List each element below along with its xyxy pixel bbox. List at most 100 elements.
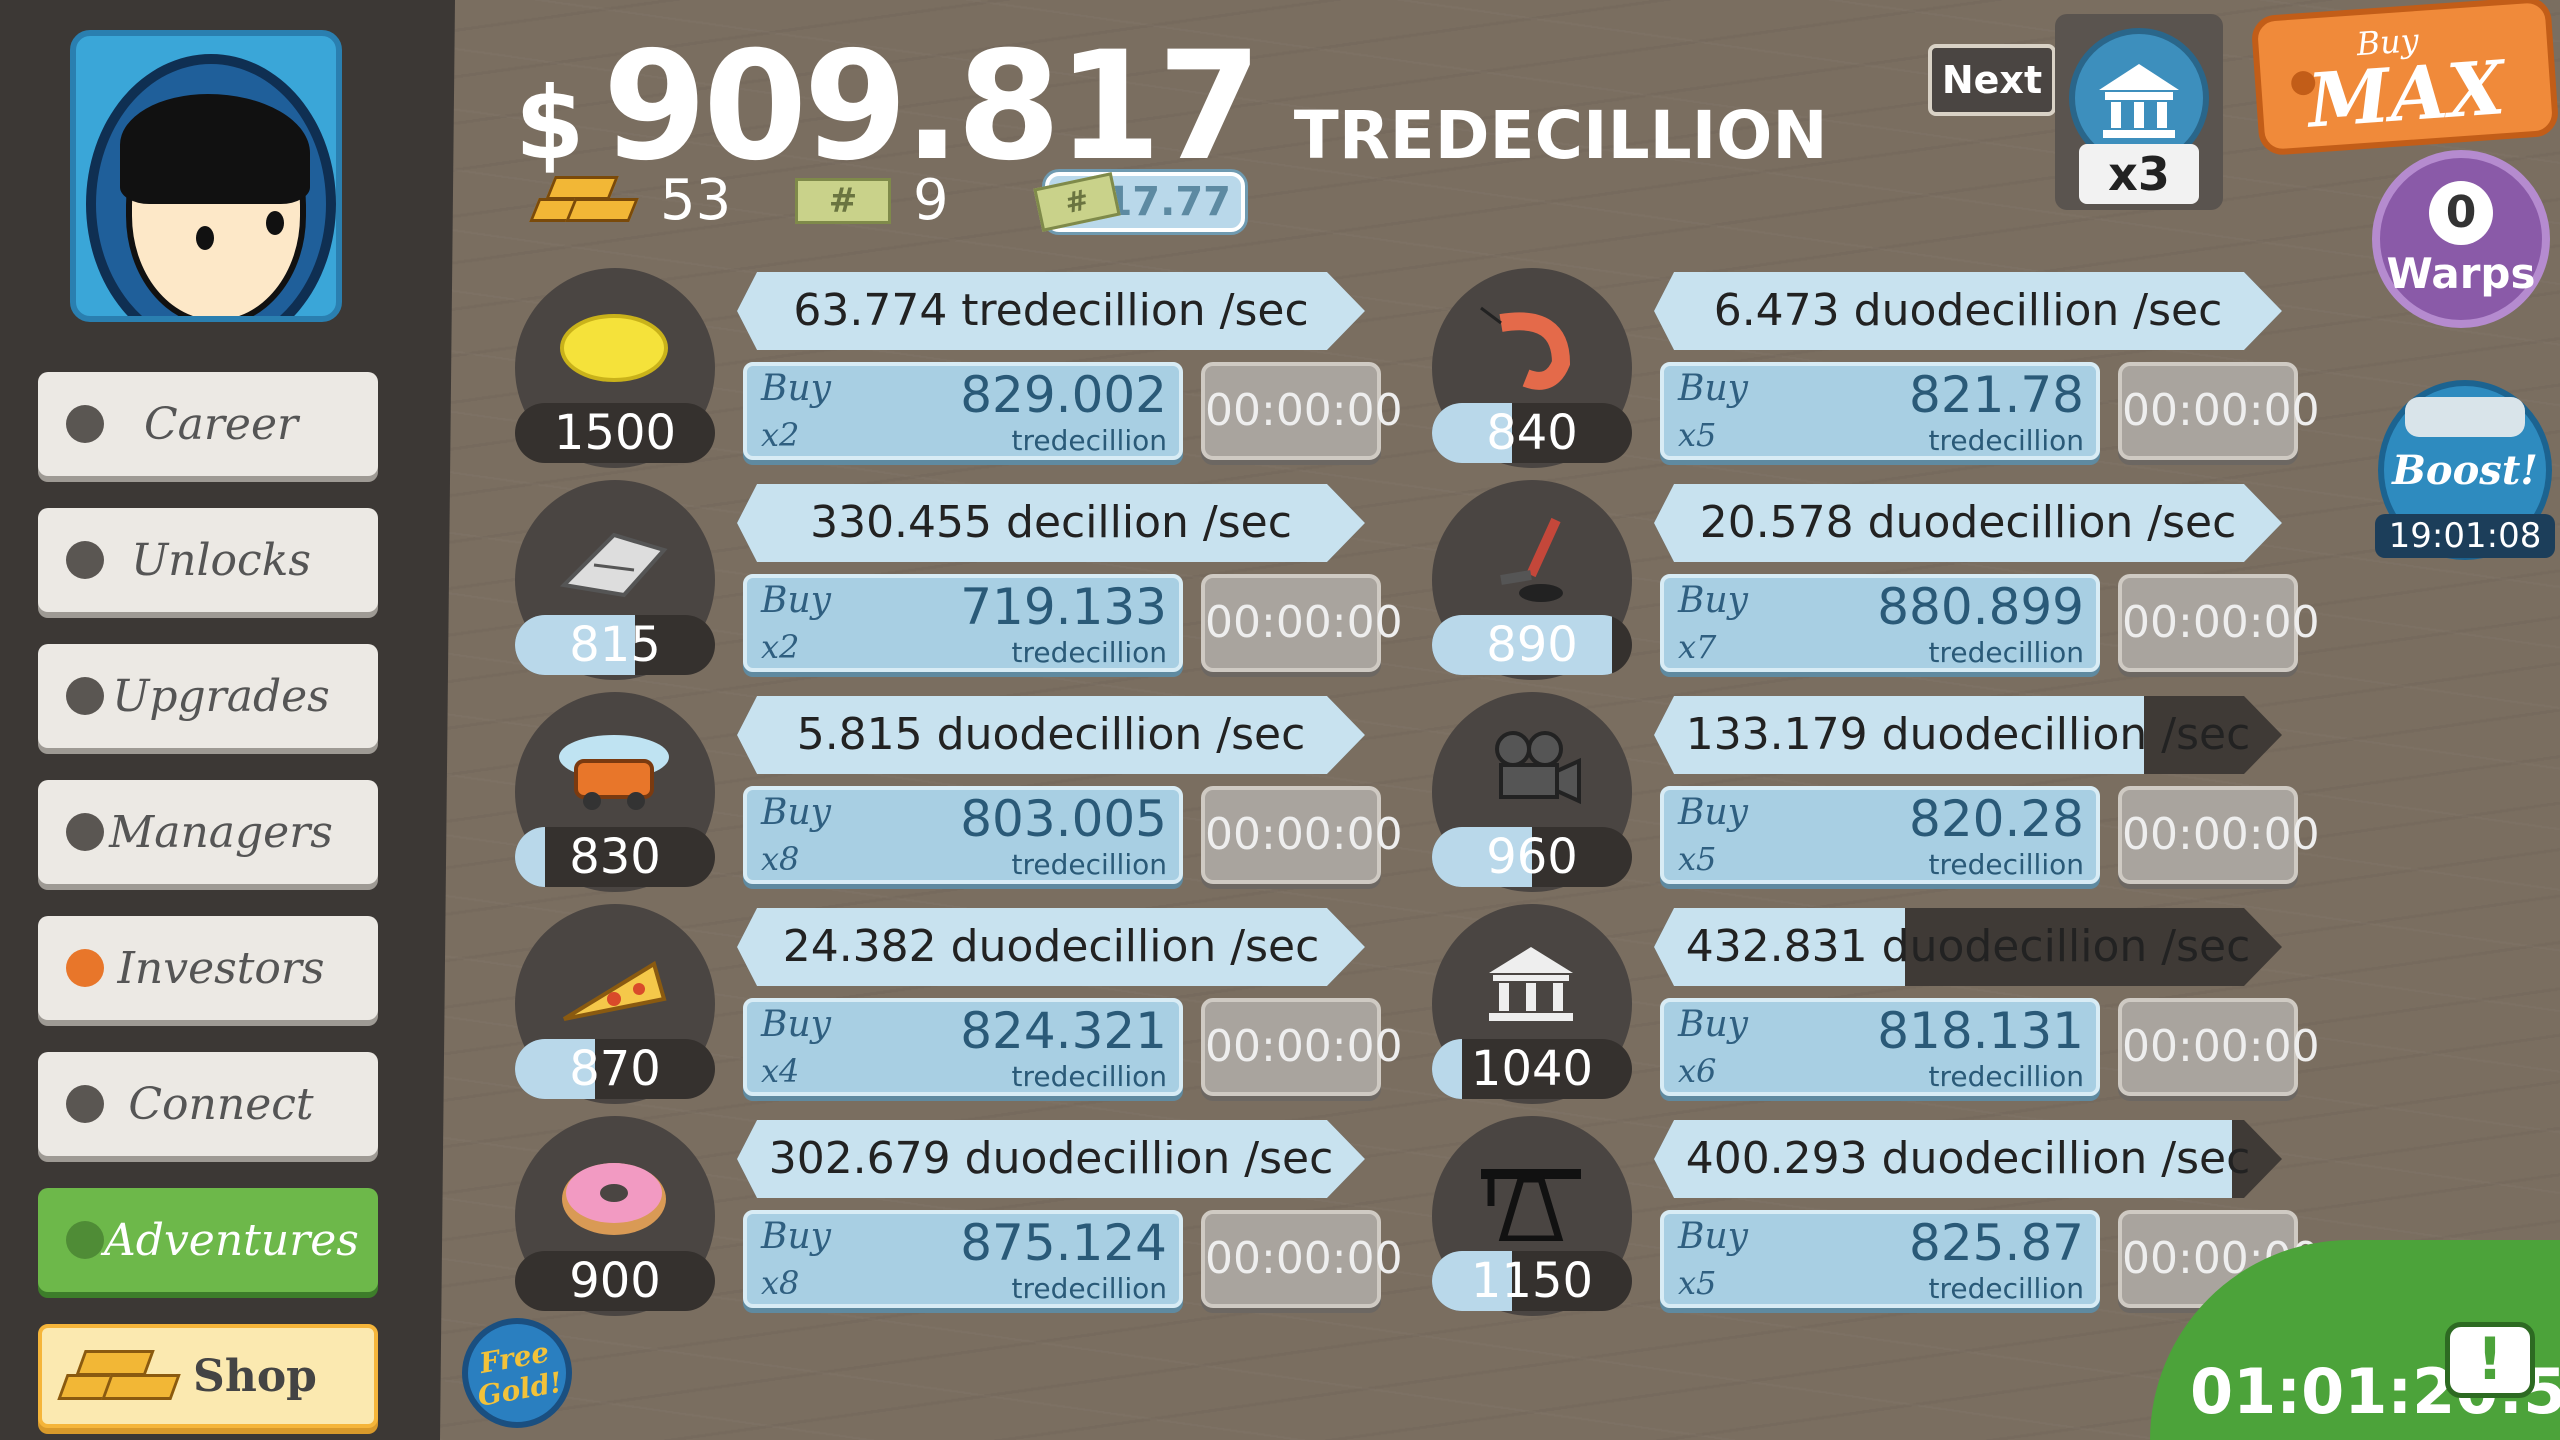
nav-label: Career xyxy=(143,398,299,450)
buy-business-button[interactable]: Buy x2 829.002 tredecillion xyxy=(743,362,1183,460)
revenue-progress-bar[interactable]: 24.382 duodecillion /sec xyxy=(737,908,1365,986)
buy-cost-value: 818.131 xyxy=(1877,1002,2084,1060)
buy-business-button[interactable]: Buy x8 875.124 tredecillion xyxy=(743,1210,1183,1308)
buy-business-button[interactable]: Buy x6 818.131 tredecillion xyxy=(1660,998,2100,1096)
business-count-value: 1500 xyxy=(553,405,677,461)
nav-indicator-dot xyxy=(66,813,104,851)
business-row: 870 24.382 duodecillion /sec Buy x4 824.321 t… xyxy=(515,904,1415,1104)
revenue-progress-bar[interactable]: 432.831 duodecillion /sec xyxy=(1654,908,2282,986)
revenue-progress-bar[interactable]: 133.179 duodecillion /sec xyxy=(1654,696,2282,774)
revenue-rate: 133.179 duodecillion /sec xyxy=(1685,709,2251,760)
revenue-progress-fill xyxy=(737,272,1365,350)
buy-multiplier: x8 xyxy=(761,1264,800,1302)
buy-business-button[interactable]: Buy x5 821.78 tredecillion xyxy=(1660,362,2100,460)
nav-investors-button[interactable]: Investors xyxy=(38,916,378,1020)
buy-multiplier: x5 xyxy=(1678,840,1717,878)
warps-button[interactable]: 0 Warps xyxy=(2372,150,2550,328)
business-count: 890 xyxy=(1432,615,1632,675)
buy-cost-unit: tredecillion xyxy=(1928,848,2085,881)
nav-shop-button[interactable]: Shop xyxy=(38,1324,378,1428)
buy-label: Buy xyxy=(761,1004,831,1045)
next-unlock-medal[interactable]: x3 xyxy=(2055,14,2223,210)
revenue-progress-fill xyxy=(1654,908,1906,986)
nav-label: Shop xyxy=(193,1350,317,1402)
hockey-icon xyxy=(1466,510,1596,610)
revenue-progress-fill xyxy=(737,908,1365,986)
revenue-progress-bar[interactable]: 6.473 duodecillion /sec xyxy=(1654,272,2282,350)
nav-upgrades-button[interactable]: Upgrades xyxy=(38,644,378,748)
buy-business-button[interactable]: Buy x7 880.899 tredecillion xyxy=(1660,574,2100,672)
free-gold-button[interactable]: Free Gold! xyxy=(453,1309,581,1437)
business-count-value: 1040 xyxy=(1470,1041,1594,1097)
nav-unlocks-button[interactable]: Unlocks xyxy=(38,508,378,612)
milestone-progress-bar xyxy=(515,827,545,887)
buy-label: Buy xyxy=(761,368,831,409)
sidebar: Career Unlocks Upgrades Managers Investors Co… xyxy=(0,0,455,1440)
business-row: 960 133.179 duodecillion /sec Buy x5 820.28 t… xyxy=(1432,692,2332,892)
buy-cost-unit: tredecillion xyxy=(1011,1272,1168,1305)
business-count: 815 xyxy=(515,615,715,675)
buy-multiplier: x6 xyxy=(1678,1052,1717,1090)
revenue-progress-bar[interactable]: 330.455 decillion /sec xyxy=(737,484,1365,562)
revenue-progress-bar[interactable]: 302.679 duodecillion /sec xyxy=(737,1120,1365,1198)
buy-cost-unit: tredecillion xyxy=(1011,636,1168,669)
bank-icon xyxy=(1466,934,1596,1034)
buy-business-button[interactable]: Buy x4 824.321 tredecillion xyxy=(743,998,1183,1096)
nav-label: Upgrades xyxy=(112,670,330,722)
revenue-progress-bar[interactable]: 400.293 duodecillion /sec xyxy=(1654,1120,2282,1198)
revenue-rate: 6.473 duodecillion /sec xyxy=(1713,285,2223,336)
buy-cost-value: 880.899 xyxy=(1877,578,2084,636)
milestone-progress-bar xyxy=(1432,615,1612,675)
buy-cost-value: 820.28 xyxy=(1909,790,2084,848)
warps-count: 0 xyxy=(2429,180,2493,245)
nav-managers-button[interactable]: Managers xyxy=(38,780,378,884)
next-unlock-button[interactable]: Next xyxy=(1928,44,2056,116)
buy-label: Buy xyxy=(1678,1216,1748,1257)
business-count: 840 xyxy=(1432,403,1632,463)
pizza-icon xyxy=(549,934,679,1034)
revenue-progress-bar[interactable]: 63.774 tredecillion /sec xyxy=(737,272,1365,350)
buy-max-button[interactable]: Buy MAX xyxy=(2250,0,2560,157)
buy-multiplier: x4 xyxy=(761,1052,800,1090)
business-count-value: 870 xyxy=(569,1041,661,1097)
nav-label: Managers xyxy=(109,806,333,858)
buy-business-button[interactable]: Buy x5 820.28 tredecillion xyxy=(1660,786,2100,884)
business-count-value: 960 xyxy=(1486,829,1578,885)
buy-label: Buy xyxy=(1678,580,1748,621)
revenue-rate: 5.815 duodecillion /sec xyxy=(796,709,1306,760)
revenue-rate: 330.455 decillion /sec xyxy=(810,497,1292,548)
ticket-icon: # xyxy=(795,177,891,224)
revenue-progress-fill xyxy=(1654,484,2282,562)
gold-count: 53 xyxy=(660,168,732,233)
nav-label: Investors xyxy=(117,942,325,994)
business-count: 1150 xyxy=(1432,1251,1632,1311)
buy-business-button[interactable]: Buy x5 825.87 tredecillion xyxy=(1660,1210,2100,1308)
milestone-progress-bar xyxy=(1432,827,1532,887)
milestone-progress-bar xyxy=(515,1039,595,1099)
player-avatar[interactable] xyxy=(70,30,342,322)
nav-connect-button[interactable]: Connect xyxy=(38,1052,378,1156)
shrimp-icon xyxy=(1466,298,1596,398)
warps-label: Warps xyxy=(2386,248,2536,298)
buy-multiplier: x7 xyxy=(1678,628,1717,666)
buy-cost-value: 803.005 xyxy=(960,790,1167,848)
business-row: 900 302.679 duodecillion /sec Buy x8 875.124… xyxy=(515,1116,1415,1316)
hair-graphic xyxy=(120,94,310,204)
business-timer: 00:00:00 xyxy=(1201,574,1403,672)
buy-business-button[interactable]: Buy x2 719.133 tredecillion xyxy=(743,574,1183,672)
buy-business-button[interactable]: Buy x8 803.005 tredecillion xyxy=(743,786,1183,884)
buy-cost-unit: tredecillion xyxy=(1928,636,2085,669)
revenue-progress-bar[interactable]: 5.815 duodecillion /sec xyxy=(737,696,1365,774)
nav-career-button[interactable]: Career xyxy=(38,372,378,476)
milestone-progress-bar xyxy=(1432,1251,1512,1311)
business-timer: 00:00:00 xyxy=(2118,786,2320,884)
business-count: 830 xyxy=(515,827,715,887)
nav-adventures-button[interactable]: Adventures xyxy=(38,1188,378,1292)
buy-cost-value: 875.124 xyxy=(960,1214,1167,1272)
revenue-progress-bar[interactable]: 20.578 duodecillion /sec xyxy=(1654,484,2282,562)
tv-alert-icon[interactable]: ! xyxy=(2445,1322,2535,1398)
profit-multiplier-badge[interactable]: # x17.77 xyxy=(1033,172,1245,232)
nav-label: Unlocks xyxy=(131,534,311,586)
business-timer: 00:00:00 xyxy=(1201,998,1403,1096)
business-count: 1040 xyxy=(1432,1039,1632,1099)
